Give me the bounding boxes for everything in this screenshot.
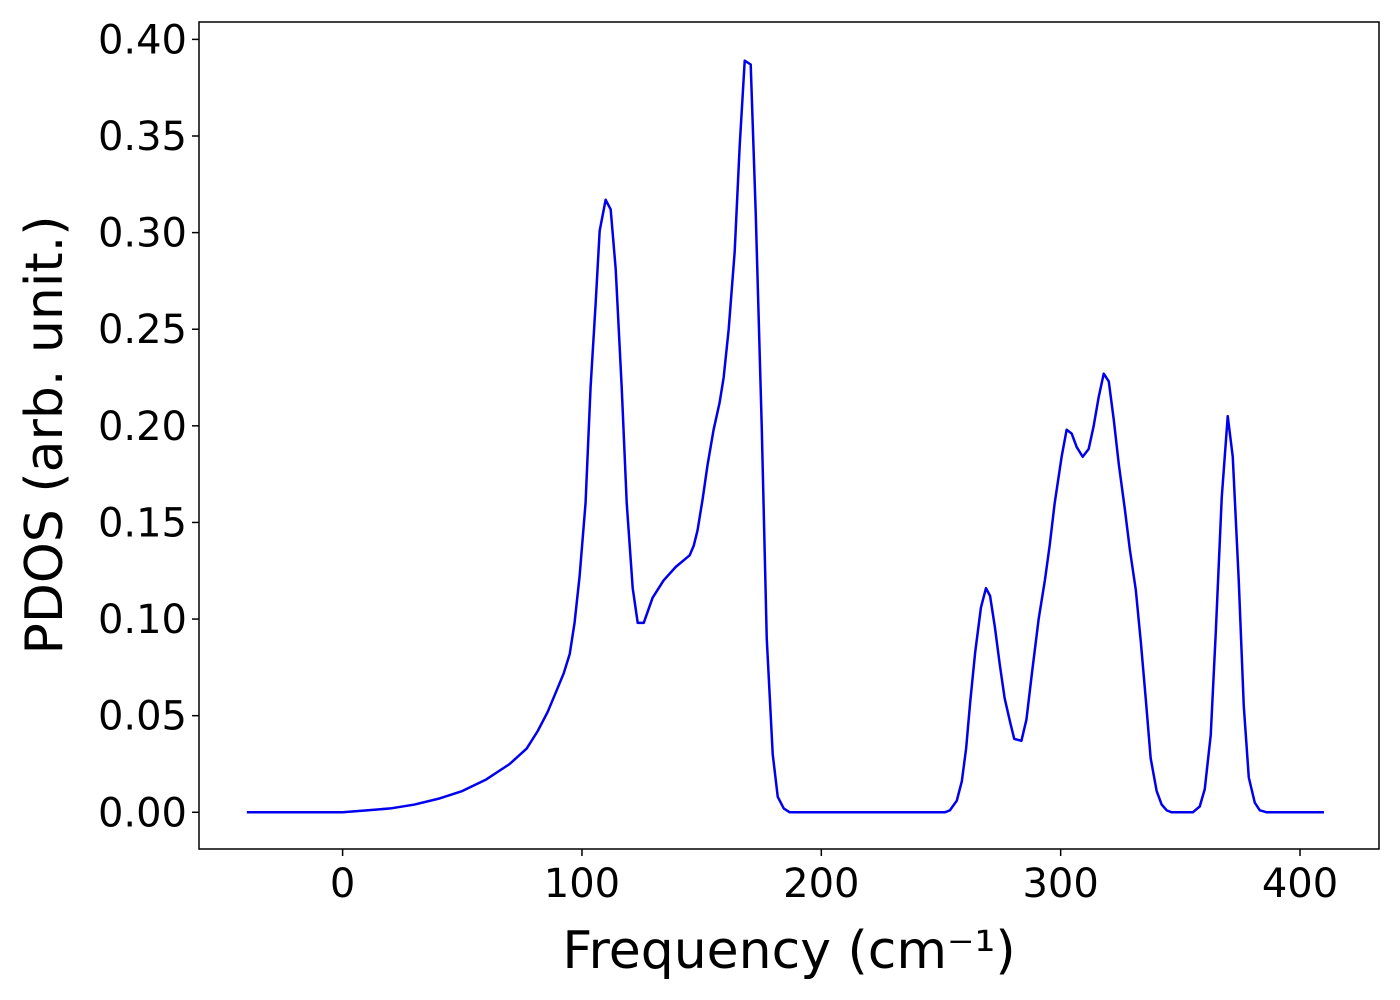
x-tick-label: 400 [1262, 861, 1338, 907]
x-tick-label: 0 [330, 861, 355, 907]
x-tick-label: 100 [544, 861, 620, 907]
y-tick-label: 0.15 [98, 500, 187, 546]
plot-frame [198, 21, 1380, 850]
y-tick-label: 0.20 [98, 404, 187, 450]
data-line [246, 59, 1324, 814]
y-tick-label: 0.00 [98, 790, 187, 836]
x-tick-label: 200 [783, 861, 859, 907]
y-axis-label: PDOS (arb. unit.) [15, 215, 75, 654]
y-tick-label: 0.35 [98, 114, 187, 160]
y-tick-label: 0.05 [98, 694, 187, 740]
y-tick-label: 0.40 [98, 17, 187, 63]
y-tick-label: 0.10 [98, 597, 187, 643]
y-tick-label: 0.30 [98, 211, 187, 257]
x-axis-label: Frequency (cm⁻¹) [562, 921, 1015, 981]
x-tick-label: 300 [1022, 861, 1098, 907]
y-tick-label: 0.25 [98, 307, 187, 353]
